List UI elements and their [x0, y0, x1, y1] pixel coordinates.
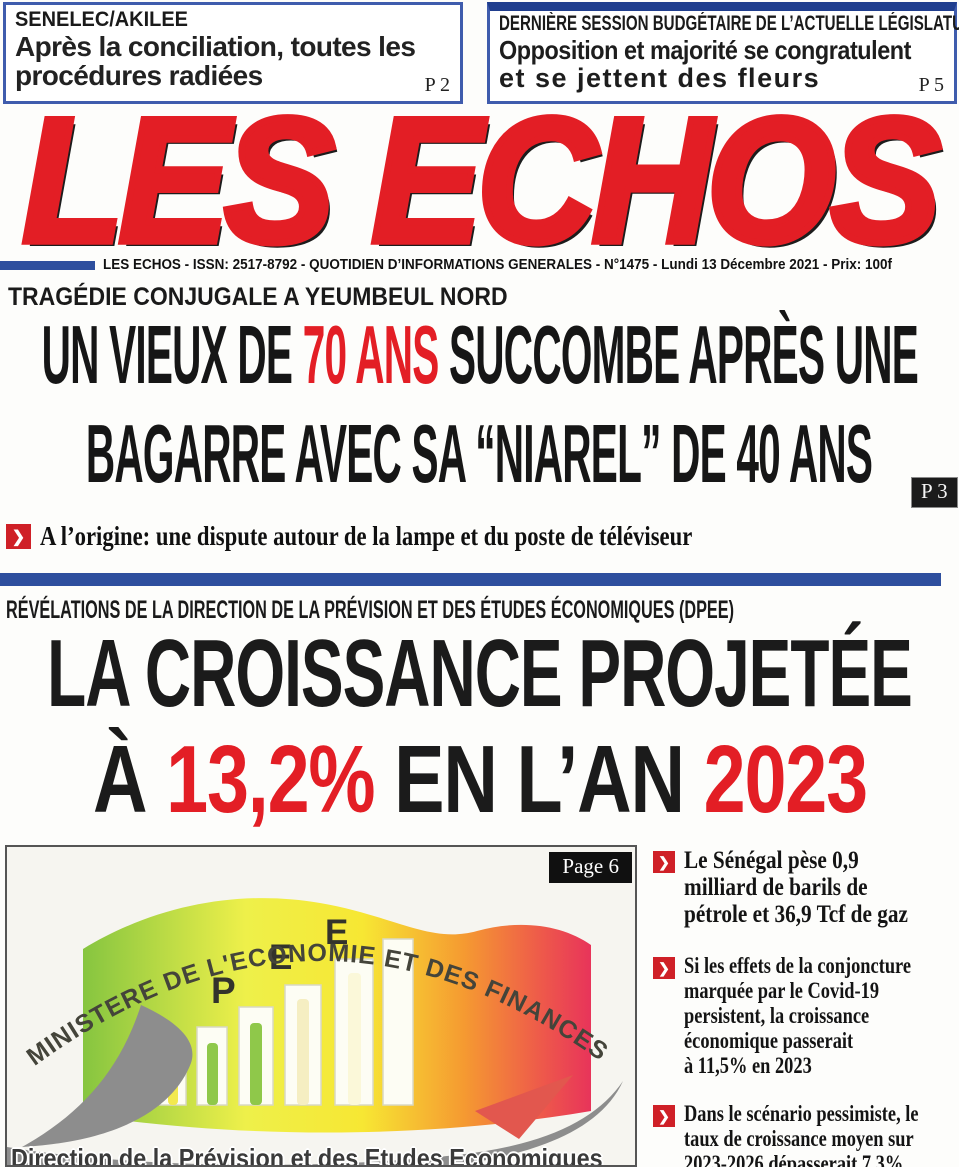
teaser-left-kicker: SENELEC/AKILEE: [15, 8, 188, 31]
dpee-letter-p: P: [211, 970, 236, 1011]
photo-caption: Direction de la Prévision et des Etudes …: [11, 1143, 603, 1167]
dpee-letter-e2: E: [325, 913, 348, 952]
masthead: LES ECHOS: [0, 77, 959, 282]
teaser-left-headline: Après la conciliation, toutes les procéd…: [15, 31, 416, 91]
bullet-line: persistent, la croissance: [684, 1002, 870, 1028]
second-headline-line2: À 13,2% EN L’AN 2023: [0, 725, 959, 833]
bullet-item: ❯ Dans le scénario pessimiste, le taux d…: [653, 1102, 957, 1167]
masthead-info-row: LES ECHOS - ISSN: 2517-8792 - QUOTIDIEN …: [0, 257, 959, 273]
teaser-box-left: SENELEC/AKILEE Après la conciliation, to…: [3, 2, 463, 104]
bullet-item: ❯ Si les effets de la conjoncture marqué…: [653, 953, 957, 1078]
bullet-line: économique passerait: [684, 1027, 854, 1053]
bullet-line: milliard de barils de: [684, 873, 868, 901]
lead-subhead: A l’origine: une dispute autour de la la…: [40, 521, 693, 551]
second-headline-rate: 13,2%: [165, 725, 375, 833]
teaser-right-kicker: DERNIÈRE SESSION BUDGÉTAIRE DE L’ACTUELL…: [499, 12, 959, 35]
bullet-line: marquée par le Covid-19: [684, 978, 880, 1004]
section-divider-bar: [0, 573, 941, 586]
red-chevron-icon: ❯: [653, 957, 675, 980]
lead-headline-part2: SUCCOMBE APRÈS UNE: [438, 309, 919, 402]
info-bar-left: [0, 260, 95, 270]
second-headline-line1: LA CROISSANCE PROJETÉE: [47, 619, 913, 727]
second-headline-part2: EN L’AN: [373, 725, 704, 833]
second-headline-part1: À: [92, 725, 166, 833]
second-story-kicker: RÉVÉLATIONS DE LA DIRECTION DE LA PRÉVIS…: [6, 596, 735, 624]
bullet-line: Si les effets de la conjoncture: [684, 953, 912, 979]
teaser-right-headline-line1: Opposition et majorité se congratulent: [499, 35, 911, 65]
second-story-bullets: ❯ Le Sénégal pèse 0,9 milliard de barils…: [653, 847, 957, 1167]
teaser-box-right: DERNIÈRE SESSION BUDGÉTAIRE DE L’ACTUELL…: [487, 2, 959, 104]
lead-story-kicker: TRAGÉDIE CONJUGALE A YEUMBEUL NORD: [8, 283, 508, 311]
red-chevron-icon: ❯: [653, 851, 675, 873]
bullet-line: 2023-2026 dépasserait 7,3%: [684, 1151, 904, 1167]
bullet-line: Le Sénégal pèse 0,9: [684, 847, 859, 874]
red-chevron-icon: ❯: [653, 1105, 675, 1128]
red-chevron-icon: ❯: [6, 524, 31, 549]
lead-headline-line2: BAGARRE AVEC SA “NIAREL” DE 40 ANS: [86, 408, 873, 501]
bullet-line: à 11,5% en 2023: [684, 1052, 812, 1078]
bullet-line: Dans le scénario pessimiste, le: [684, 1101, 919, 1127]
dpee-letter-e1: E: [269, 938, 292, 977]
second-headline-year: 2023: [703, 725, 867, 833]
bullet-item: ❯ Le Sénégal pèse 0,9 milliard de barils…: [653, 847, 957, 928]
lead-headline-line1: UN VIEUX DE 70 ANS SUCCOMBE APRÈS UNE: [0, 306, 959, 405]
teaser-right-page-ref: P 5: [918, 74, 944, 96]
bullet-line: pétrole et 36,9 Tcf de gaz: [684, 900, 908, 928]
teaser-right-headline-line2: et se jettent des fleurs: [499, 63, 821, 94]
bullet-line: taux de croissance moyen sur: [684, 1126, 914, 1152]
dpee-logo-art: D P E E MINISTERE DE L'ECONOMIE ET DES F…: [7, 898, 623, 1165]
photo-page-badge: Page 6: [549, 852, 632, 883]
lead-headline-highlight: 70 ANS: [302, 309, 439, 402]
lead-subhead-row: ❯ A l’origine: une dispute autour de la …: [6, 521, 817, 552]
masthead-title: LES ECHOS: [19, 77, 944, 282]
teaser-left-page-ref: P 2: [424, 74, 450, 96]
dpee-logo-photo: D P E E MINISTERE DE L'ECONOMIE ET DES F…: [5, 845, 637, 1167]
lead-headline-part1: UN VIEUX DE: [41, 309, 303, 402]
lead-page-badge: P 3: [911, 477, 958, 508]
masthead-info-line: LES ECHOS - ISSN: 2517-8792 - QUOTIDIEN …: [102, 257, 892, 273]
